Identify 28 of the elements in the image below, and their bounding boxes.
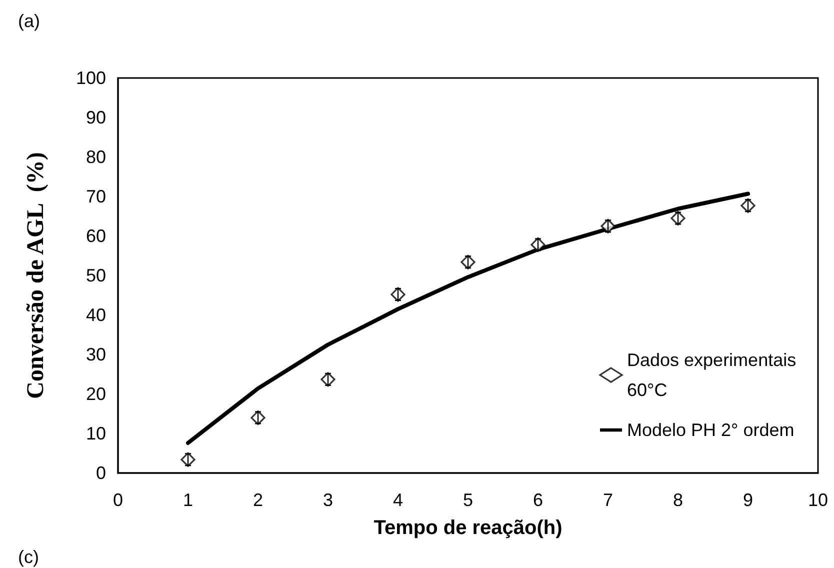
y-tick-label: 100 <box>76 68 106 88</box>
y-tick-label: 60 <box>86 226 106 246</box>
x-tick-label: 2 <box>252 490 264 510</box>
x-axis-title: Tempo de reação(h) <box>374 517 562 539</box>
y-tick-label: 70 <box>86 186 106 206</box>
x-tick-label: 7 <box>602 490 614 510</box>
y-tick-label: 80 <box>86 147 106 167</box>
y-tick-label: 40 <box>86 305 106 325</box>
x-tick-label: 3 <box>322 490 334 510</box>
x-tick-label: 6 <box>532 490 544 510</box>
text: (a) <box>18 11 40 31</box>
text: (c) <box>18 547 39 567</box>
x-tick-label: 1 <box>182 490 194 510</box>
y-tick-label: 20 <box>86 384 106 404</box>
legend-label: Dados experimentais 60°C <box>627 350 802 400</box>
y-tick-label: 0 <box>96 463 106 483</box>
x-tick-label: 8 <box>672 490 684 510</box>
y-tick-label: 90 <box>86 108 106 128</box>
y-tick-label: 30 <box>86 344 106 364</box>
x-tick-label: 0 <box>112 490 124 510</box>
x-tick-label: 4 <box>392 490 404 510</box>
x-tick-label: 9 <box>742 490 754 510</box>
legend-label: Modelo PH 2° ordem <box>627 420 794 440</box>
y-axis-title: Conversão de AGL (%) <box>23 152 49 399</box>
x-tick-label: 5 <box>462 490 474 510</box>
x-tick-label: 10 <box>808 490 828 510</box>
y-tick-label: 10 <box>86 424 106 444</box>
y-tick-label: 50 <box>86 266 106 286</box>
